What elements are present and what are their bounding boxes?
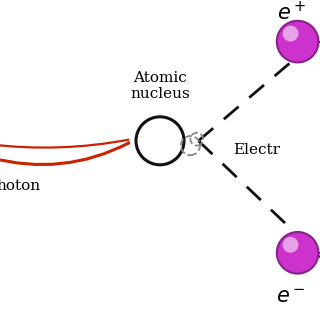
Text: $e^+$: $e^+$ (276, 1, 306, 24)
Circle shape (283, 237, 299, 253)
Circle shape (277, 21, 318, 62)
Text: Atomic
nucleus: Atomic nucleus (130, 71, 190, 101)
Circle shape (277, 232, 318, 274)
Text: Electr: Electr (234, 143, 281, 157)
Circle shape (283, 26, 299, 42)
FancyArrowPatch shape (0, 143, 129, 164)
Text: $e^-$: $e^-$ (276, 288, 306, 307)
FancyArrowPatch shape (0, 140, 128, 148)
Text: hoton: hoton (0, 179, 41, 193)
Circle shape (136, 117, 184, 165)
